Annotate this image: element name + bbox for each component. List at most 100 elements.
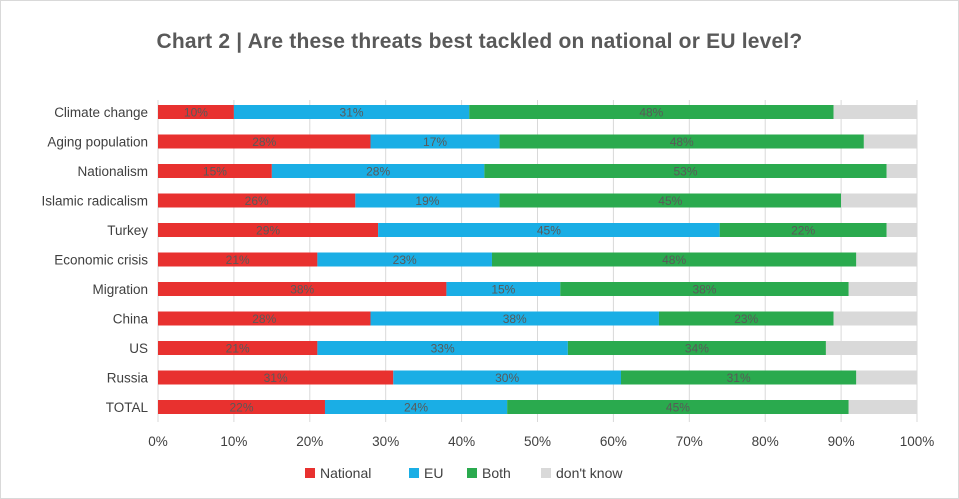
bar-segment-eu (446, 282, 561, 296)
x-tick-label: 10% (220, 434, 247, 449)
data-label: 34% (685, 342, 709, 356)
data-label: 45% (666, 401, 690, 415)
bar-segment-eu (317, 341, 568, 355)
bar-segment-don-t-know (825, 341, 917, 355)
x-tick-label: 50% (524, 434, 551, 449)
data-label: 17% (423, 135, 447, 149)
bar-segment-both (567, 341, 826, 355)
category-label: Russia (107, 371, 149, 386)
data-label: 30% (495, 371, 519, 385)
category-label: Aging population (47, 135, 148, 150)
bar-segment-don-t-know (848, 282, 917, 296)
data-label: 38% (692, 283, 716, 297)
x-tick-label: 60% (600, 434, 627, 449)
data-label: 21% (226, 342, 250, 356)
bar-segment-eu (370, 311, 659, 326)
category-label: US (129, 341, 148, 356)
data-label: 23% (734, 312, 758, 326)
data-label: 22% (229, 401, 253, 415)
data-label: 53% (673, 165, 697, 179)
bar-segment-national (158, 400, 325, 414)
bar-segment-don-t-know (841, 193, 917, 208)
bar-segment-national (158, 223, 379, 237)
bar-segment-eu (393, 370, 621, 385)
bar-segment-national (158, 341, 318, 355)
bar-segment-national (158, 370, 394, 385)
x-tick-label: 70% (676, 434, 703, 449)
bar-segment-don-t-know (886, 164, 917, 178)
bar-segment-don-t-know (833, 311, 917, 326)
legend-label: don't know (556, 465, 623, 481)
bar-segment-don-t-know (856, 252, 917, 267)
legend: National EU Both don't know (305, 465, 623, 481)
x-axis-tick-labels: 0% 10% 20% 30% 40% 50% 60% 70% 80% 90% 100% (148, 434, 934, 449)
data-label: 48% (639, 106, 663, 120)
data-label: 24% (404, 401, 428, 415)
legend-label: National (320, 465, 371, 481)
x-tick-label: 90% (828, 434, 855, 449)
x-tick-label: 100% (900, 434, 935, 449)
bar-segment-national (158, 193, 356, 208)
bar-segment-eu (370, 134, 500, 149)
legend-label: Both (482, 465, 511, 481)
x-tick-label: 30% (372, 434, 399, 449)
chart-title: Chart 2 | Are these threats best tackled… (156, 30, 803, 53)
bar-segment-don-t-know (863, 134, 917, 149)
category-label: Migration (92, 282, 148, 297)
data-label: 31% (264, 371, 288, 385)
data-label: 31% (340, 106, 364, 120)
bar-segment-eu (317, 252, 492, 267)
legend-swatch (541, 468, 551, 478)
data-label: 29% (256, 224, 280, 238)
data-label: 21% (226, 253, 250, 267)
bar-segment-both (658, 311, 834, 326)
data-label: 28% (252, 312, 276, 326)
data-label: 26% (245, 194, 269, 208)
data-label: 15% (491, 283, 515, 297)
bar-segment-national (158, 164, 272, 178)
category-label: Climate change (54, 105, 148, 120)
data-label: 48% (662, 253, 686, 267)
bar-segment-national (158, 105, 234, 119)
bar-segment-both (719, 223, 887, 237)
bar-segment-don-t-know (856, 370, 917, 385)
bar-segment-national (158, 252, 318, 267)
bar-segment-both (499, 134, 864, 149)
data-label: 38% (290, 283, 314, 297)
legend-swatch (305, 468, 315, 478)
category-labels: Climate change Aging population Nationalis… (41, 105, 148, 415)
bar-segment-eu (355, 193, 500, 208)
category-label: Economic crisis (54, 253, 148, 268)
bar-segment-eu (378, 223, 720, 237)
data-label: 45% (537, 224, 561, 238)
bar-segment-eu (271, 164, 485, 178)
x-tick-label: 40% (448, 434, 475, 449)
bar-segment-don-t-know (833, 105, 917, 119)
legend-swatch (467, 468, 477, 478)
x-tick-label: 20% (296, 434, 323, 449)
data-label: 10% (184, 106, 208, 120)
bar-segment-both (560, 282, 849, 296)
bar-segment-don-t-know (848, 400, 917, 414)
category-label: Islamic radicalism (41, 194, 148, 209)
data-label: 45% (658, 194, 682, 208)
bar-segment-eu (233, 105, 470, 119)
bar-segment-national (158, 282, 447, 296)
data-label: 31% (727, 371, 751, 385)
bar-segment-both (507, 400, 849, 414)
category-label: TOTAL (106, 400, 149, 415)
bar-segment-national (158, 311, 371, 326)
bar-segment-both (484, 164, 887, 178)
data-label: 28% (366, 165, 390, 179)
data-label: 48% (670, 135, 694, 149)
bar-segment-both (620, 370, 857, 385)
category-label: China (113, 312, 149, 327)
legend-label: EU (424, 465, 443, 481)
data-label: 38% (503, 312, 527, 326)
bar-segment-both (491, 252, 857, 267)
data-label: 23% (393, 253, 417, 267)
bar-segment-national (158, 134, 371, 149)
bar-segment-don-t-know (886, 223, 917, 237)
data-label: 19% (415, 194, 439, 208)
